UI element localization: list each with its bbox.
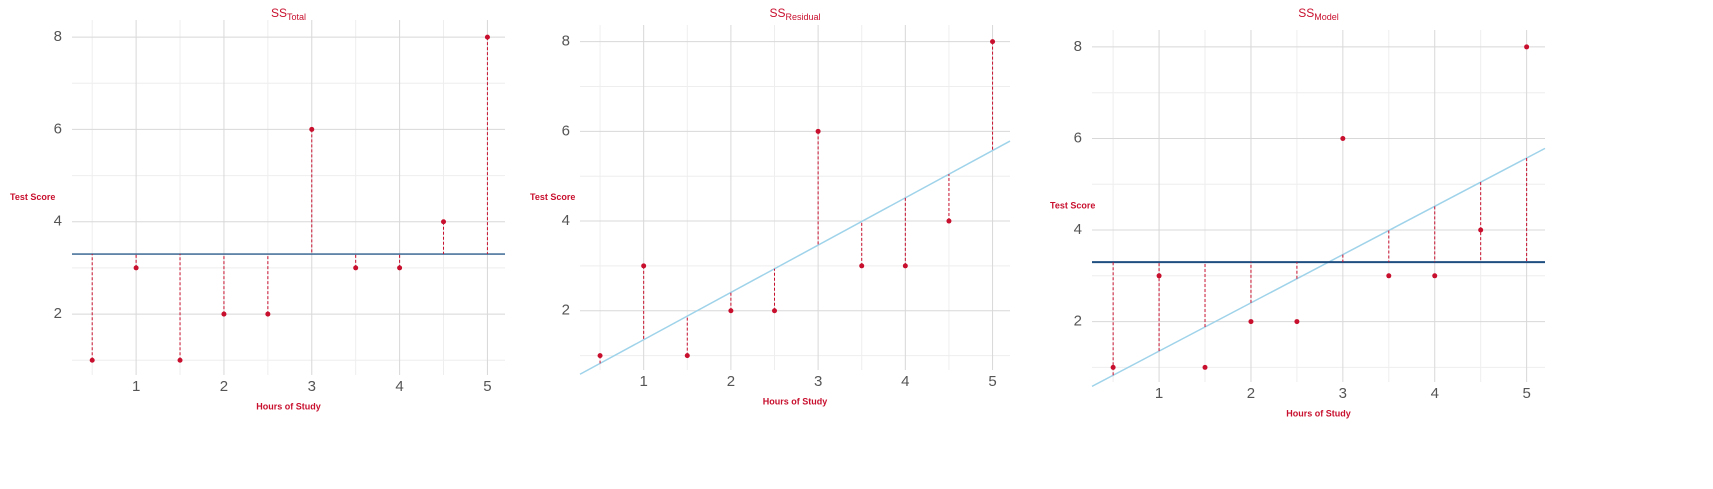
y-tick-label: 2 [54,305,62,322]
point [815,128,821,134]
point [441,219,447,225]
point [133,265,139,271]
point [1340,135,1346,141]
chart-title: SSTotal [271,6,306,22]
y-tick-label: 4 [1074,221,1082,238]
x-tick-label: 4 [901,373,909,390]
point [1386,273,1392,279]
point [221,311,227,317]
point [1110,364,1116,370]
point [946,218,952,224]
panel: 1 2 3 4 5 2 4 6 8 SSTotal Hours of Study Test Score [10,6,505,411]
x-tick-label: 5 [483,378,491,395]
x-tick-label: 4 [1431,385,1439,402]
panel: 1 2 3 4 5 2 4 6 8 SSResidual Hours of Study Test Sc… [530,6,1011,406]
point [265,311,271,317]
y-tick-label: 2 [562,302,570,319]
x-tick-label: 2 [220,378,228,395]
point [1432,273,1438,279]
y-tick-label: 6 [562,122,570,139]
y-tick-label: 6 [1074,129,1082,146]
y-axis-label: Test Score [10,192,55,202]
y-tick-label: 2 [1074,313,1082,330]
point [177,357,183,363]
point [309,126,315,132]
point [1202,364,1208,370]
point [1524,44,1530,50]
y-tick-label: 8 [54,28,62,45]
x-axis-label: Hours of Study [256,401,321,411]
y-axis-label: Test Score [1050,200,1095,210]
title-subscript: Residual [785,12,820,22]
title-subscript: Model [1314,12,1339,22]
x-tick-label: 4 [395,378,403,395]
point [1248,319,1254,325]
y-tick-label: 8 [562,33,570,50]
point [1478,227,1484,233]
point [1156,273,1162,279]
title-main: SS [1298,6,1314,20]
x-tick-label: 3 [1339,385,1347,402]
point [641,263,647,269]
x-tick-label: 1 [639,373,647,390]
chart-title: SSModel [1298,6,1339,22]
x-tick-label: 5 [988,373,996,390]
x-tick-label: 1 [1155,385,1163,402]
point [859,263,865,269]
point [772,308,778,314]
y-tick-label: 4 [562,212,570,229]
point [684,353,690,359]
point [990,39,996,45]
x-tick-label: 3 [308,378,316,395]
title-main: SS [769,6,785,20]
x-tick-label: 3 [814,373,822,390]
chart-title: SSResidual [769,6,820,22]
x-axis-label: Hours of Study [1286,408,1351,418]
x-axis-label: Hours of Study [763,396,828,406]
point [484,34,490,40]
panel: 1 2 3 4 5 2 4 6 8 SSModel Hours of Study Test Score [1050,6,1546,418]
point [1294,319,1300,325]
point [397,265,403,271]
x-tick-label: 2 [727,373,735,390]
title-main: SS [271,6,287,20]
y-axis-label: Test Score [530,192,575,202]
title-subscript: Total [287,12,306,22]
x-tick-label: 1 [132,378,140,395]
x-tick-label: 2 [1247,385,1255,402]
point [353,265,359,271]
x-tick-label: 5 [1522,385,1530,402]
point [89,357,95,363]
y-tick-label: 8 [1074,38,1082,55]
y-tick-label: 6 [54,120,62,137]
point [597,353,603,359]
point [902,263,908,269]
fit-line [1091,147,1546,388]
point [728,308,734,314]
fit-line [579,140,1011,375]
y-tick-label: 4 [54,213,62,230]
